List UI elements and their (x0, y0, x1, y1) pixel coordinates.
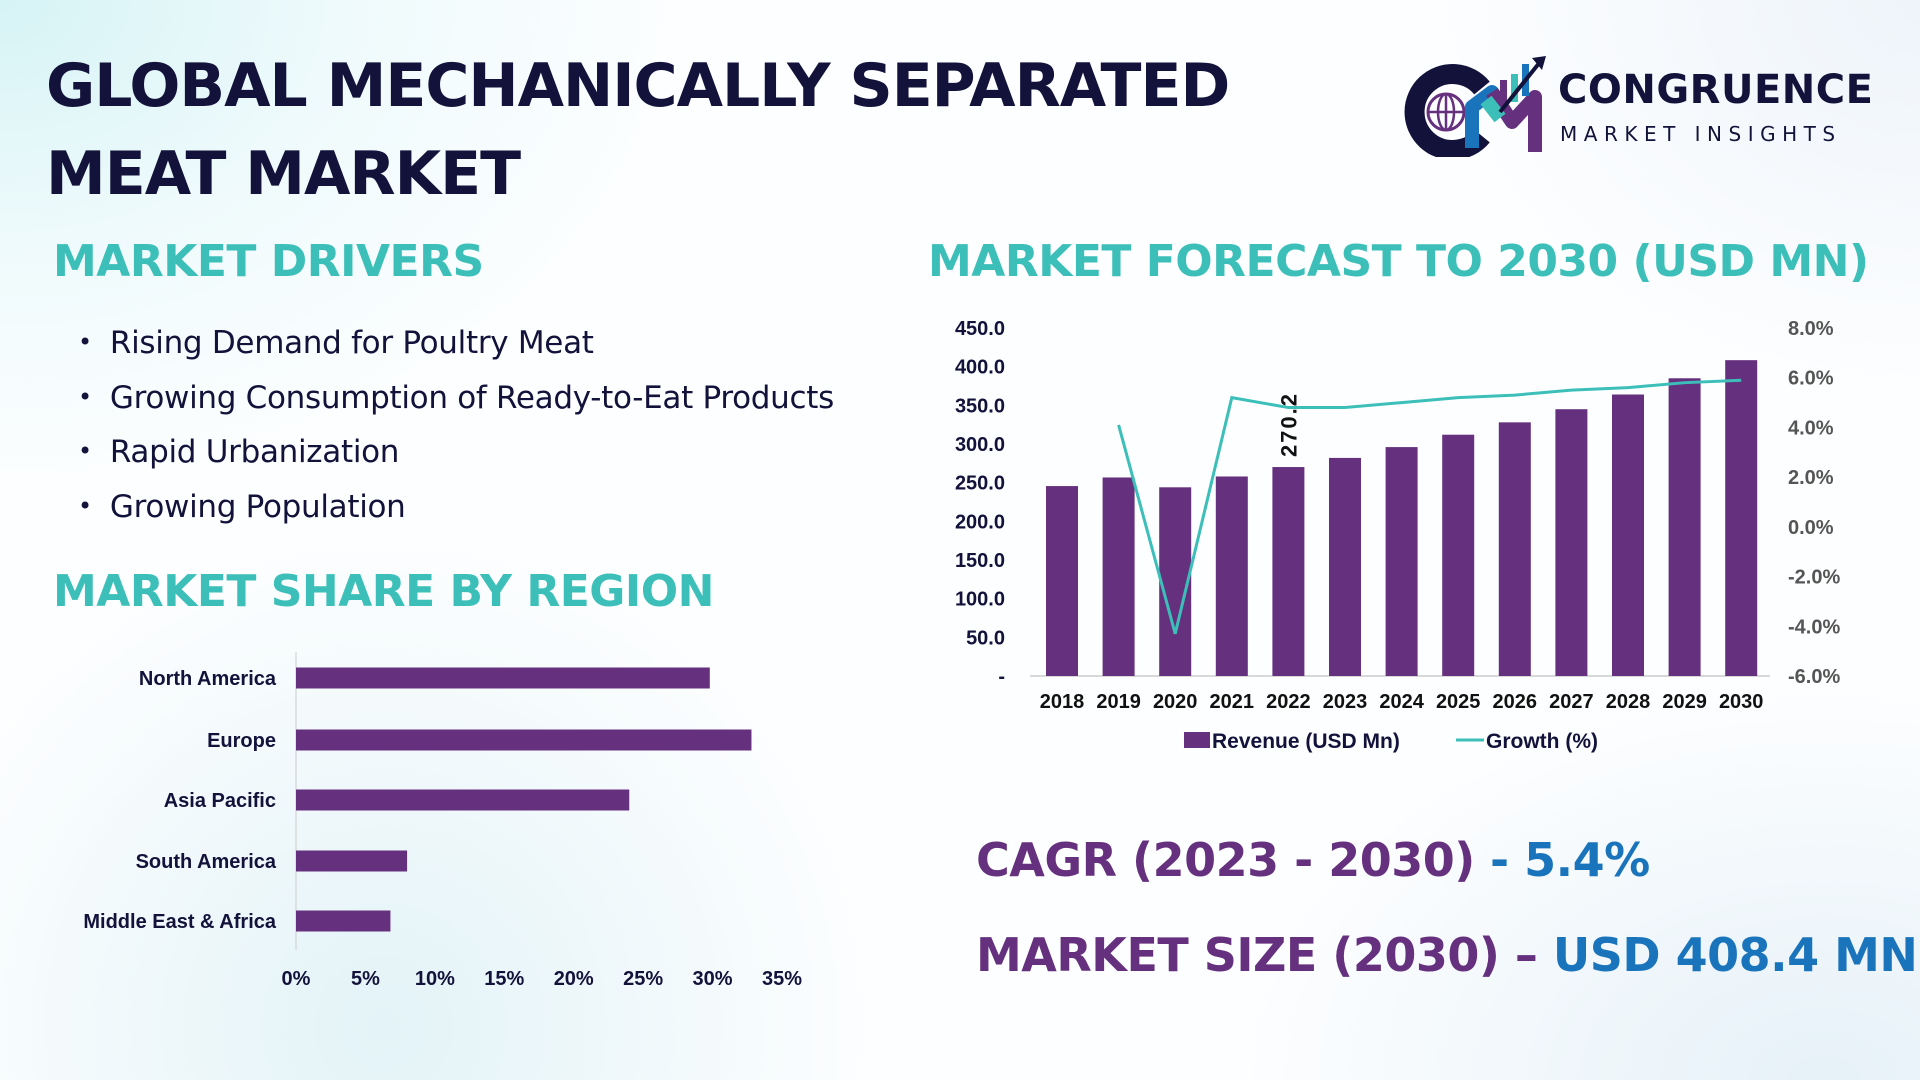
market-size-value: USD 408.4 MN (1552, 928, 1918, 982)
category-label: South America (136, 851, 277, 873)
cagr-label: CAGR (2023 - 2030) (976, 833, 1475, 887)
logo: CONGRUENCE MARKET INSIGHTS (1400, 52, 1880, 160)
x-tick-label: 5% (351, 968, 380, 990)
bar-asia-pacific (296, 789, 630, 811)
logo-name: CONGRUENCE (1558, 67, 1874, 113)
x-tick-label: 2023 (1323, 691, 1368, 713)
bar-2023 (1329, 457, 1361, 676)
region-share-chart: North America Europe Asia Pacific South Ame… (83, 652, 802, 990)
y-tick-label: 250.0 (955, 473, 1005, 495)
x-tick-label: 25% (623, 968, 663, 990)
title-line-2: MEAT MARKET (46, 139, 521, 209)
forecast-heading: MARKET FORECAST TO 2030 (USD MN) (928, 236, 1869, 287)
x-tick-label: 2028 (1606, 691, 1651, 713)
y2-tick-label: 4.0% (1788, 417, 1834, 439)
logo-tagline: MARKET INSIGHTS (1560, 122, 1842, 146)
x-tick-label: 2020 (1153, 691, 1198, 713)
y-tick-label: 50.0 (966, 627, 1005, 649)
y-tick-label: 150.0 (955, 550, 1005, 572)
region-heading: MARKET SHARE BY REGION (53, 566, 715, 617)
y-tick-label: 100.0 (955, 589, 1005, 611)
y2-tick-label: 6.0% (1788, 368, 1834, 390)
x-tick-label: 2024 (1379, 691, 1424, 713)
y2-tick-label: 8.0% (1788, 318, 1834, 340)
logo-mark-icon (1404, 56, 1546, 160)
y2-tick-label: -6.0% (1788, 666, 1840, 688)
y-tick-label: 400.0 (955, 357, 1005, 379)
bar-2025 (1442, 434, 1475, 676)
drivers-list: Rising Demand for Poultry Meat Growing C… (78, 316, 834, 534)
x-tick-label: 2027 (1549, 691, 1594, 713)
x-tick-label: 2030 (1719, 691, 1764, 713)
forecast-chart: - 50.0 100.0 150.0 200.0 250.0 300.0 350.0 400.0… (955, 318, 1841, 753)
bar-south-america (296, 850, 408, 872)
market-size-label: MARKET SIZE (2030) – (976, 928, 1538, 982)
bar-2021 (1215, 476, 1248, 676)
category-label: Asia Pacific (164, 790, 276, 812)
y2-tick-label: -4.0% (1788, 616, 1840, 638)
bar-north-america (296, 667, 710, 689)
cagr-value: - 5.4% (1490, 833, 1650, 887)
y-tick-label: 350.0 (955, 395, 1005, 417)
x-tick-label: 2025 (1436, 691, 1481, 713)
bar-2027 (1555, 409, 1588, 676)
x-tick-label: 30% (693, 968, 733, 990)
cagr-kpi: CAGR (2023 - 2030) (976, 837, 1475, 883)
bar-2018 (1046, 486, 1078, 676)
x-tick-label: 2022 (1266, 691, 1311, 713)
x-tick-label: 2026 (1493, 691, 1538, 713)
x-tick-label: 35% (762, 968, 802, 990)
page-title: GLOBAL MECHANICALLY SEPARATED MEAT MARKE… (46, 42, 1230, 218)
category-label: North America (139, 668, 277, 690)
x-tick-label: 2021 (1210, 691, 1255, 713)
x-tick-label: 10% (415, 968, 455, 990)
data-label: 270.2 (1276, 392, 1301, 457)
market-size-kpi: MARKET SIZE (2030) – USD 408.4 MN (976, 932, 1918, 978)
x-tick-label: 2018 (1040, 691, 1085, 713)
bar-2019 (1102, 477, 1135, 676)
y-tick-label: - (998, 666, 1005, 688)
growth-line (1117, 378, 1742, 635)
category-label: Europe (207, 730, 276, 752)
bar-2029 (1668, 378, 1701, 676)
y-tick-label: 450.0 (955, 318, 1005, 340)
driver-item: Growing Population (78, 480, 834, 535)
bar-2022 (1272, 467, 1305, 676)
category-label: Middle East & Africa (83, 911, 277, 933)
y-tick-label: 200.0 (955, 511, 1005, 533)
driver-item: Rapid Urbanization (78, 425, 834, 480)
drivers-heading: MARKET DRIVERS (53, 236, 484, 287)
legend-revenue-label: Revenue (USD Mn) (1212, 730, 1400, 753)
y2-tick-label: 2.0% (1788, 467, 1834, 489)
y2-tick-label: -2.0% (1788, 567, 1840, 589)
bar-europe (296, 729, 752, 751)
y2-tick-label: 0.0% (1788, 517, 1834, 539)
x-tick-label: 2019 (1096, 691, 1141, 713)
y-tick-label: 300.0 (955, 434, 1005, 456)
legend-growth-label: Growth (%) (1486, 730, 1598, 753)
driver-item: Growing Consumption of Ready-to-Eat Prod… (78, 371, 834, 426)
x-tick-label: 0% (282, 968, 311, 990)
bar-2026 (1498, 422, 1531, 676)
bar-2020 (1159, 487, 1192, 676)
bar-middle-east-africa (296, 910, 391, 932)
x-tick-label: 15% (484, 968, 524, 990)
legend-revenue-swatch (1184, 732, 1210, 748)
driver-item: Rising Demand for Poultry Meat (78, 316, 834, 371)
x-tick-label: 20% (554, 968, 594, 990)
bar-2030 (1725, 360, 1758, 676)
bar-2024 (1385, 447, 1418, 676)
title-line-1: GLOBAL MECHANICALLY SEPARATED (46, 51, 1230, 121)
cagr-value-wrap: - 5.4% (1490, 837, 1650, 883)
bar-2028 (1612, 394, 1644, 676)
x-tick-label: 2029 (1662, 691, 1707, 713)
